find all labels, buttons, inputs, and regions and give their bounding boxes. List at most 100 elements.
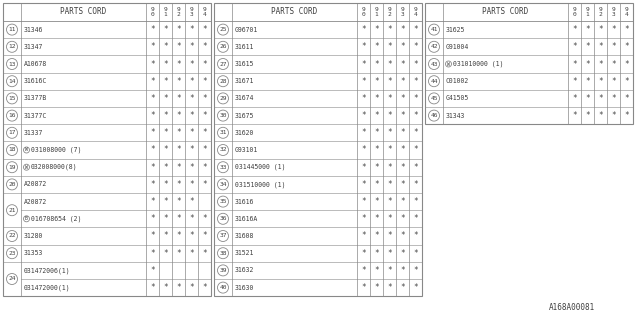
Text: *: * (202, 283, 207, 292)
Text: G96701: G96701 (235, 27, 259, 33)
Text: *: * (387, 266, 392, 275)
Text: 9
3: 9 3 (401, 7, 404, 17)
Text: *: * (387, 214, 392, 223)
Text: A20872: A20872 (24, 199, 47, 204)
Text: *: * (176, 163, 181, 172)
Text: B: B (25, 216, 28, 221)
Text: 31611: 31611 (235, 44, 254, 50)
Text: *: * (189, 77, 194, 86)
Text: *: * (361, 60, 366, 68)
Text: A168A00081: A168A00081 (548, 303, 595, 312)
Text: 9
3: 9 3 (612, 7, 616, 17)
Text: *: * (387, 111, 392, 120)
Text: *: * (400, 94, 405, 103)
Text: 031445000 (1): 031445000 (1) (235, 164, 285, 171)
Text: 24: 24 (8, 276, 16, 282)
Text: *: * (374, 146, 379, 155)
Text: 22: 22 (8, 234, 16, 238)
Text: *: * (611, 77, 616, 86)
Text: *: * (361, 231, 366, 241)
Text: *: * (189, 249, 194, 258)
Text: 031008000 (7): 031008000 (7) (31, 147, 81, 153)
Text: *: * (611, 25, 616, 34)
Text: *: * (163, 60, 168, 68)
Text: *: * (400, 283, 405, 292)
Text: *: * (585, 94, 590, 103)
Text: 31675: 31675 (235, 113, 254, 119)
Text: 31630: 31630 (235, 284, 254, 291)
Text: 20: 20 (8, 182, 16, 187)
Text: 27: 27 (220, 61, 227, 67)
Text: *: * (598, 42, 603, 51)
Text: 30: 30 (220, 113, 227, 118)
Text: W: W (447, 61, 450, 67)
Text: *: * (202, 42, 207, 51)
Text: 13: 13 (8, 61, 16, 67)
Text: *: * (150, 111, 155, 120)
Text: 17: 17 (8, 130, 16, 135)
Text: 9
4: 9 4 (625, 7, 628, 17)
Text: *: * (189, 163, 194, 172)
Text: 9
1: 9 1 (586, 7, 589, 17)
Text: *: * (400, 42, 405, 51)
Text: 31521: 31521 (235, 250, 254, 256)
Text: 9
2: 9 2 (177, 7, 180, 17)
Text: 31674: 31674 (235, 95, 254, 101)
Text: 23: 23 (8, 251, 16, 256)
Text: *: * (163, 197, 168, 206)
Text: *: * (413, 197, 418, 206)
Text: 28: 28 (220, 79, 227, 84)
Text: *: * (413, 146, 418, 155)
Text: 31347: 31347 (24, 44, 44, 50)
Text: *: * (361, 25, 366, 34)
Text: *: * (413, 42, 418, 51)
Text: *: * (400, 25, 405, 34)
Text: *: * (400, 197, 405, 206)
Text: *: * (413, 77, 418, 86)
Text: *: * (361, 197, 366, 206)
Text: *: * (611, 111, 616, 120)
Text: 14: 14 (8, 79, 16, 84)
Text: 9
1: 9 1 (164, 7, 168, 17)
Text: *: * (176, 197, 181, 206)
Text: *: * (413, 60, 418, 68)
Text: *: * (361, 94, 366, 103)
Text: *: * (624, 25, 629, 34)
Text: *: * (572, 60, 577, 68)
Text: *: * (572, 25, 577, 34)
Text: *: * (374, 111, 379, 120)
Text: *: * (387, 197, 392, 206)
Bar (3, 3, 211, 296)
Text: *: * (163, 128, 168, 137)
Text: *: * (400, 77, 405, 86)
Text: *: * (150, 60, 155, 68)
Text: 31616: 31616 (235, 199, 254, 204)
Text: *: * (624, 94, 629, 103)
Text: *: * (150, 249, 155, 258)
Text: *: * (150, 214, 155, 223)
Text: 032008000(8): 032008000(8) (31, 164, 77, 171)
Text: *: * (374, 128, 379, 137)
Text: *: * (413, 111, 418, 120)
Text: 16: 16 (8, 113, 16, 118)
Text: *: * (176, 283, 181, 292)
Text: *: * (176, 128, 181, 137)
Text: 31620: 31620 (235, 130, 254, 136)
Text: *: * (163, 249, 168, 258)
Text: *: * (202, 163, 207, 172)
Text: *: * (163, 163, 168, 172)
Bar (425, 3, 633, 124)
Text: 38: 38 (220, 251, 227, 256)
Text: 25: 25 (220, 27, 227, 32)
Text: *: * (374, 231, 379, 241)
Text: 12: 12 (8, 44, 16, 49)
Text: *: * (202, 146, 207, 155)
Text: *: * (189, 25, 194, 34)
Text: *: * (361, 266, 366, 275)
Text: *: * (387, 180, 392, 189)
Text: *: * (202, 94, 207, 103)
Text: *: * (189, 197, 194, 206)
Text: 031510000 (1): 031510000 (1) (235, 181, 285, 188)
Text: 031472006(1): 031472006(1) (24, 267, 70, 274)
Text: *: * (387, 231, 392, 241)
